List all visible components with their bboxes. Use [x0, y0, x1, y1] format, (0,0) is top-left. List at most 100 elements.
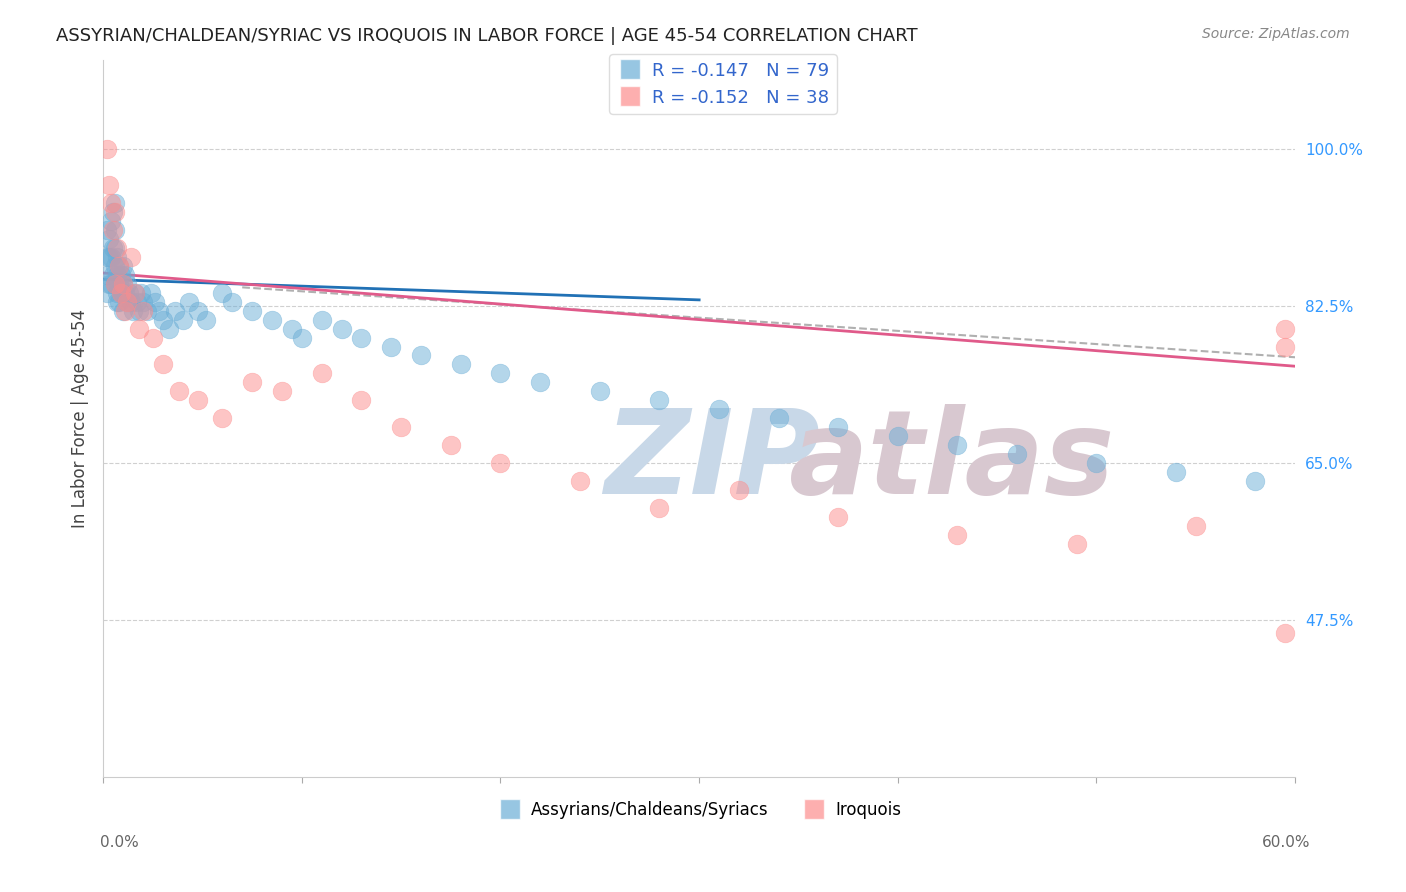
Point [100, 196, 122, 211]
Point [648, 500, 671, 515]
Point [122, 303, 145, 318]
Point [104, 259, 127, 273]
Point [110, 268, 132, 282]
Point [105, 268, 128, 282]
Point [104, 277, 127, 291]
Point [124, 285, 146, 300]
Point [105, 285, 128, 300]
Point [101, 223, 124, 237]
Point [1066, 537, 1088, 551]
Legend: Assyrians/Chaldeans/Syriacs, Iroquois: Assyrians/Chaldeans/Syriacs, Iroquois [491, 795, 908, 826]
Point [111, 259, 134, 273]
Point [114, 268, 136, 282]
Point [129, 285, 152, 300]
Point [589, 384, 612, 399]
Point [707, 402, 730, 417]
Point [330, 321, 353, 335]
Text: 0.0%: 0.0% [100, 836, 139, 850]
Point [648, 393, 671, 408]
Point [114, 303, 136, 318]
Point [115, 294, 138, 309]
Point [389, 420, 412, 434]
Point [380, 339, 402, 353]
Point [827, 509, 849, 524]
Point [96, 142, 118, 156]
Point [167, 384, 190, 399]
Point [120, 250, 142, 264]
Point [104, 205, 127, 219]
Point [98, 178, 121, 193]
Point [96, 268, 118, 282]
Point [1005, 447, 1028, 461]
Point [111, 303, 134, 318]
Point [98, 250, 121, 264]
Point [887, 429, 910, 443]
Text: atlas: atlas [789, 404, 1115, 519]
Point [187, 303, 209, 318]
Point [128, 303, 150, 318]
Point [104, 277, 127, 291]
Point [105, 250, 128, 264]
Point [728, 483, 751, 497]
Point [946, 528, 969, 542]
Point [104, 223, 127, 237]
Point [827, 420, 849, 434]
Point [1185, 518, 1208, 533]
Point [240, 376, 263, 390]
Point [96, 285, 118, 300]
Point [125, 294, 148, 309]
Point [350, 393, 373, 408]
Point [163, 303, 186, 318]
Point [111, 277, 134, 291]
Point [291, 330, 314, 344]
Point [152, 358, 174, 372]
Point [152, 312, 174, 326]
Point [101, 241, 124, 255]
Point [110, 285, 132, 300]
Point [172, 312, 194, 326]
Point [105, 294, 128, 309]
Point [108, 294, 131, 309]
Point [100, 277, 122, 291]
Text: 60.0%: 60.0% [1263, 836, 1310, 850]
Point [111, 285, 134, 300]
Point [101, 205, 124, 219]
Point [240, 303, 263, 318]
Point [100, 250, 122, 264]
Point [450, 358, 472, 372]
Point [1274, 626, 1296, 640]
Point [1164, 465, 1187, 479]
Point [409, 349, 432, 363]
Point [104, 196, 127, 211]
Point [139, 285, 162, 300]
Point [110, 285, 132, 300]
Point [529, 376, 551, 390]
Point [96, 223, 118, 237]
Y-axis label: In Labor Force | Age 45-54: In Labor Force | Age 45-54 [72, 309, 89, 528]
Point [157, 321, 180, 335]
Point [101, 268, 124, 282]
Point [489, 456, 512, 470]
Point [132, 303, 155, 318]
Point [187, 393, 209, 408]
Point [311, 367, 333, 381]
Point [1244, 474, 1267, 488]
Point [120, 294, 142, 309]
Point [1085, 456, 1108, 470]
Point [768, 411, 790, 425]
Point [108, 259, 131, 273]
Point [114, 285, 136, 300]
Point [98, 277, 121, 291]
Point [1274, 321, 1296, 335]
Point [568, 474, 591, 488]
Point [211, 411, 233, 425]
Text: Source: ZipAtlas.com: Source: ZipAtlas.com [1202, 27, 1350, 41]
Point [115, 277, 138, 291]
Point [195, 312, 218, 326]
Point [311, 312, 333, 326]
Point [440, 438, 463, 452]
Point [489, 367, 512, 381]
Text: ASSYRIAN/CHALDEAN/SYRIAC VS IROQUOIS IN LABOR FORCE | AGE 45-54 CORRELATION CHAR: ASSYRIAN/CHALDEAN/SYRIAC VS IROQUOIS IN … [56, 27, 918, 45]
Point [104, 241, 127, 255]
Point [105, 241, 128, 255]
